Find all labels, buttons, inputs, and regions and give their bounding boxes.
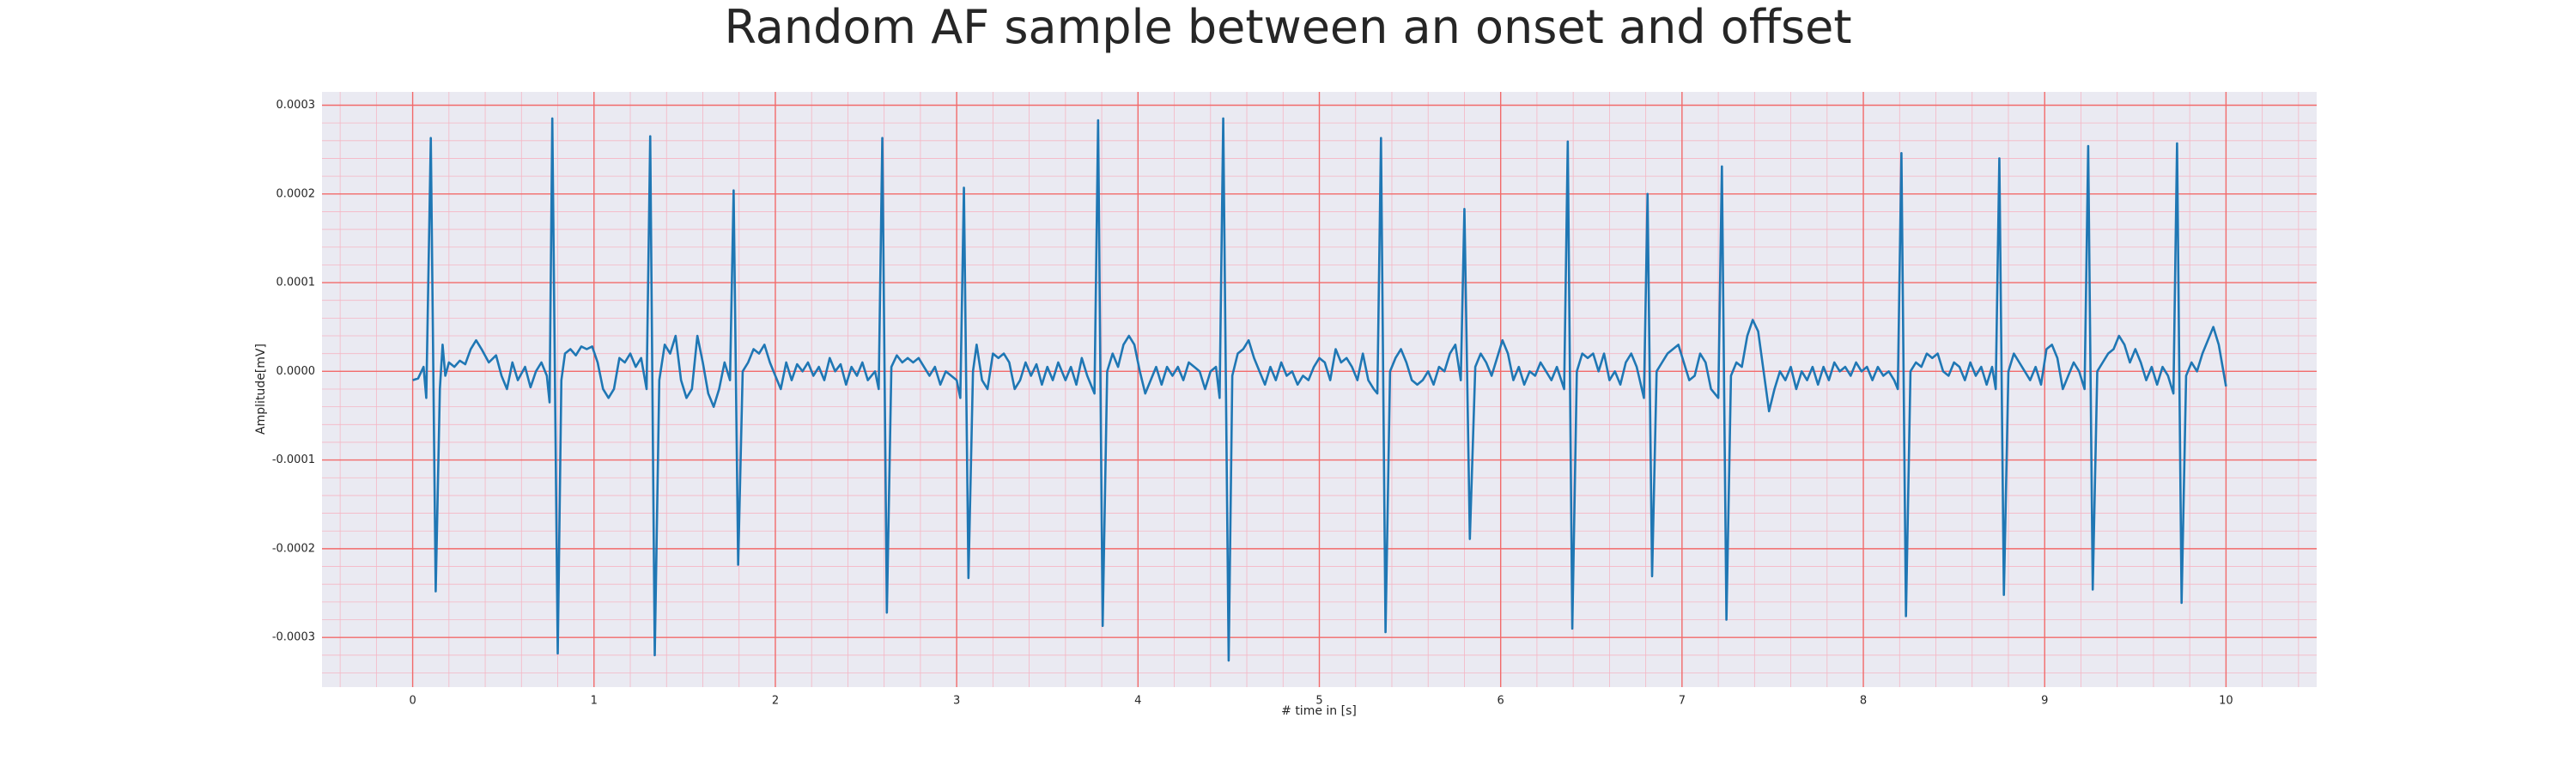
y-tick-label: 0.0002 (276, 187, 316, 200)
x-tick-label: 4 (1134, 695, 1141, 708)
x-tick-label: 3 (953, 695, 960, 708)
y-axis-label: Amplitude[mV] (254, 344, 268, 435)
y-tick-label: -0.0003 (272, 631, 315, 644)
x-tick-label: 9 (2041, 695, 2048, 708)
x-tick-label: 1 (591, 695, 598, 708)
x-tick-label: 2 (772, 695, 779, 708)
signal-line (412, 117, 2227, 662)
x-tick-label: 10 (2219, 695, 2233, 708)
y-tick-label: -0.0001 (272, 453, 315, 466)
x-tick-label: 8 (1860, 695, 1867, 708)
x-tick-label: 0 (409, 695, 416, 708)
chart-title: Random AF sample between an onset and of… (724, 0, 1851, 54)
y-tick-label: 0.0000 (276, 365, 316, 378)
x-tick-label: 6 (1498, 695, 1504, 708)
y-tick-label: -0.0002 (272, 542, 315, 555)
x-tick-label: 7 (1679, 695, 1686, 708)
plot (412, 117, 2227, 662)
x-axis-label: # time in [s] (1281, 704, 1357, 718)
y-tick-label: 0.0003 (276, 99, 316, 112)
tick-labels: 0 1 2 3 4 5 6 7 8 9 10 0.0003 0.0002 0.0001 0.0000 -0.0… (272, 99, 2233, 708)
x-tick-label: 5 (1315, 695, 1322, 708)
y-tick-label: 0.0001 (276, 277, 316, 289)
grid (322, 92, 2317, 687)
